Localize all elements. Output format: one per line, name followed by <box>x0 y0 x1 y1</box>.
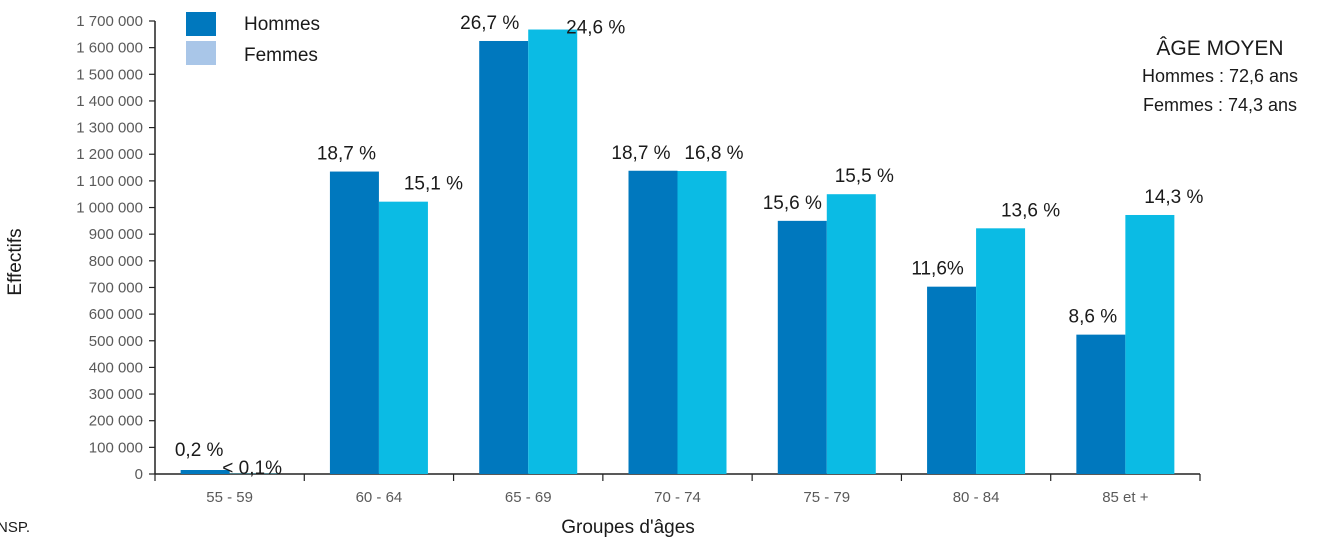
bars <box>180 29 1175 475</box>
bar-femmes-1 <box>378 201 428 474</box>
y-axis-title: Effectifs <box>5 228 26 295</box>
bar-hommes-6 <box>1076 334 1126 474</box>
bar-hommes-2 <box>479 40 529 475</box>
y-tick-label: 1 500 000 <box>76 66 143 83</box>
legend: Hommes Femmes <box>186 12 320 66</box>
x-axis-title: Groupes d'âges <box>561 517 695 538</box>
data-label-femmes-2: 24,6 % <box>566 18 625 39</box>
x-tick-label: 80 - 84 <box>953 489 1000 506</box>
x-tick-label: 55 - 59 <box>206 489 253 506</box>
y-tick-label: 300 000 <box>89 386 143 403</box>
x-tick-label: 65 - 69 <box>505 489 552 506</box>
data-label-femmes-0: < 0,1% <box>222 458 282 479</box>
y-tick-label: 1 400 000 <box>76 93 143 110</box>
bar-femmes-5 <box>976 228 1026 474</box>
data-label-hommes-5: 11,6% <box>911 259 964 280</box>
data-label-hommes-4: 15,6 % <box>763 193 822 214</box>
y-tick-label: 700 000 <box>89 279 143 296</box>
data-label-hommes-3: 18,7 % <box>611 143 670 164</box>
bar-femmes-4 <box>826 194 876 475</box>
bar-hommes-5 <box>927 286 977 474</box>
y-tick-label: 400 000 <box>89 359 143 376</box>
bar-hommes-0 <box>180 470 230 474</box>
y-tick-label: 1 200 000 <box>76 146 143 163</box>
data-label-hommes-0: 0,2 % <box>175 440 224 461</box>
data-label-femmes-4: 15,5 % <box>835 166 894 187</box>
data-label-femmes-5: 13,6 % <box>1001 200 1060 221</box>
y-tick-label: 500 000 <box>89 333 143 350</box>
y-axis: 0 100 000 200 000 300 000 400 000 500 000 600 … <box>76 13 156 483</box>
y-tick-label: 100 000 <box>89 439 143 456</box>
legend-swatch-hommes <box>186 12 216 36</box>
data-label-hommes-6: 8,6 % <box>1069 307 1118 328</box>
data-label-femmes-3: 16,8 % <box>684 143 743 164</box>
y-tick-label: 800 000 <box>89 253 143 270</box>
y-tick-label: 1 300 000 <box>76 120 143 137</box>
footnote: NSP. <box>0 519 30 536</box>
x-axis: 55 - 59 60 - 64 65 - 69 70 - 74 75 - 79 80 - … <box>154 473 1201 506</box>
y-tick-label: 900 000 <box>89 226 143 243</box>
bar-femmes-6 <box>1125 214 1175 474</box>
data-label-femmes-1: 15,1 % <box>404 174 463 195</box>
bar-hommes-1 <box>329 171 379 474</box>
y-tick-label: 1 000 000 <box>76 200 143 217</box>
data-label-hommes-2: 26,7 % <box>460 13 519 34</box>
bar-femmes-3 <box>677 171 727 474</box>
mean-age-note: ÂGE MOYEN Hommes : 72,6 ans Femmes : 74,… <box>1142 37 1298 115</box>
data-label-femmes-6: 14,3 % <box>1144 187 1203 208</box>
legend-label-hommes: Hommes <box>244 14 320 35</box>
bar-hommes-4 <box>777 220 827 474</box>
mean-age-femmes: Femmes : 74,3 ans <box>1143 95 1297 115</box>
data-label-hommes-1: 18,7 % <box>317 144 376 165</box>
x-tick-label: 70 - 74 <box>654 489 701 506</box>
y-tick-label: 0 <box>135 466 143 483</box>
mean-age-title: ÂGE MOYEN <box>1156 37 1283 60</box>
y-tick-label: 200 000 <box>89 413 143 430</box>
x-tick-label: 85 et + <box>1102 489 1149 506</box>
bar-hommes-3 <box>628 170 678 474</box>
legend-swatch-femmes <box>186 41 216 65</box>
y-tick-label: 1 100 000 <box>76 173 143 190</box>
y-tick-label: 600 000 <box>89 306 143 323</box>
legend-label-femmes: Femmes <box>244 45 318 66</box>
y-tick-label: 1 600 000 <box>76 40 143 57</box>
data-labels: 0,2 % 18,7 % 26,7 % 18,7 % 15,6 % 11,6% 8,6 % <… <box>175 13 1204 479</box>
mean-age-hommes: Hommes : 72,6 ans <box>1142 66 1298 86</box>
y-tick-label: 1 700 000 <box>76 13 143 30</box>
x-tick-label: 75 - 79 <box>803 489 850 506</box>
bar-femmes-2 <box>528 29 578 474</box>
x-tick-label: 60 - 64 <box>356 489 403 506</box>
